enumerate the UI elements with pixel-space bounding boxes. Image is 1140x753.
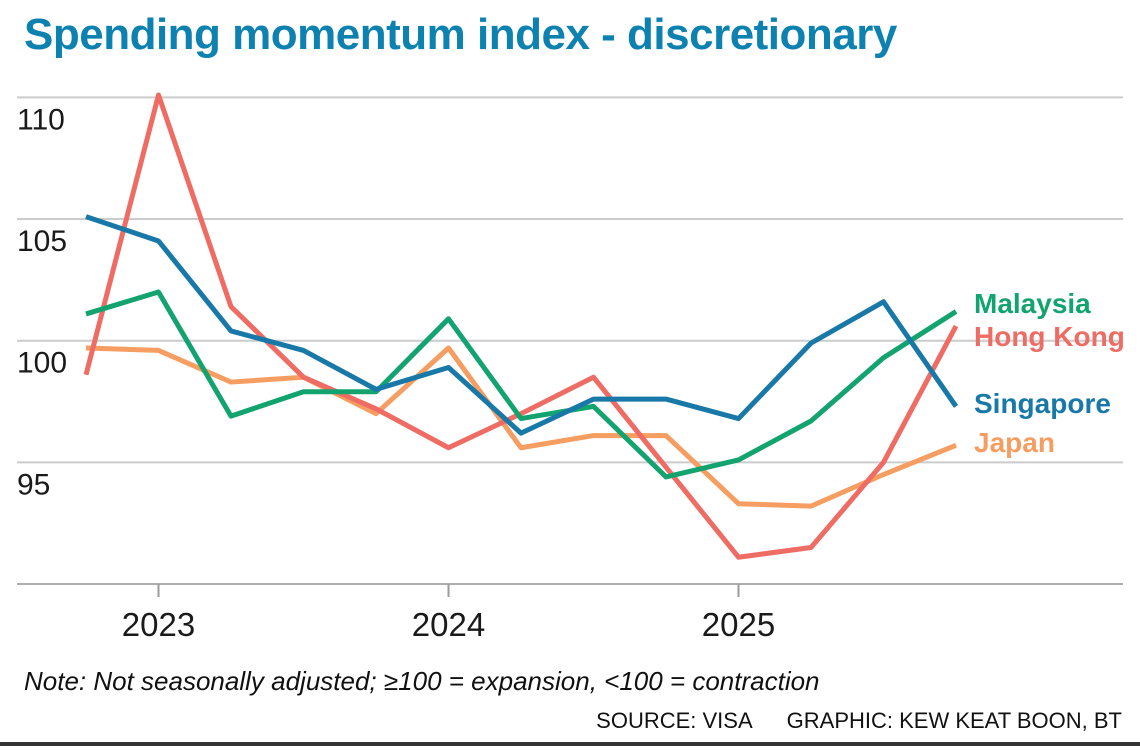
graphic-credit: GRAPHIC: KEW KEAT BOON, BT <box>786 708 1122 733</box>
x-tick-label-2025: 2025 <box>702 606 775 643</box>
y-tick-label-100: 100 <box>17 347 67 380</box>
attribution-row: SOURCE: VISA GRAPHIC: KEW KEAT BOON, BT <box>596 708 1122 734</box>
legend-label-singapore: Singapore <box>974 388 1111 419</box>
page-title: Spending momentum index - discretionary <box>24 10 897 59</box>
legend-label-malaysia: Malaysia <box>974 288 1091 319</box>
y-tick-label-95: 95 <box>17 468 50 501</box>
line-chart-canvas: 110 105 100 95 2023 2024 2025 <box>17 92 1123 643</box>
x-tick-label-2023: 2023 <box>122 606 195 643</box>
series-line-hong-kong <box>83 92 959 560</box>
footnote: Note: Not seasonally adjusted; ≥100 = ex… <box>24 666 820 696</box>
series-line-japan <box>85 345 957 509</box>
bottom-rule <box>0 742 1140 746</box>
series-line-malaysia <box>85 289 958 480</box>
source-credit: SOURCE: VISA <box>596 708 753 733</box>
series-line-singapore <box>85 214 959 436</box>
legend-label-japan: Japan <box>974 427 1055 458</box>
y-tick-label-110: 110 <box>17 103 65 136</box>
y-tick-label-105: 105 <box>17 225 67 258</box>
x-tick-label-2024: 2024 <box>412 606 485 643</box>
legend-label-hongkong: Hong Kong <box>974 321 1125 352</box>
